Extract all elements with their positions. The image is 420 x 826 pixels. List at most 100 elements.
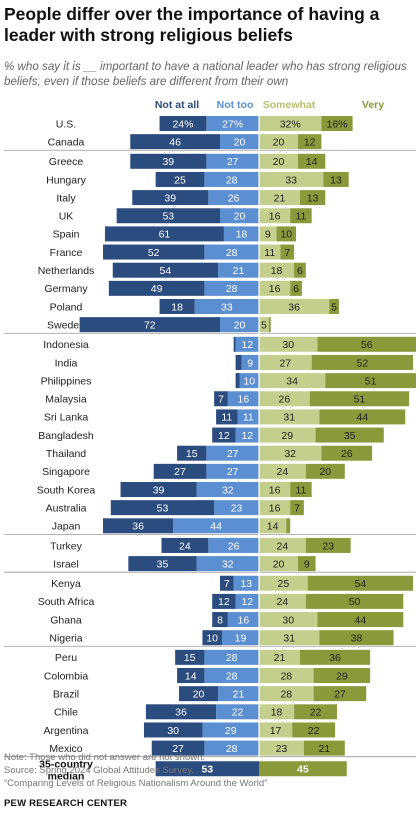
- bar-very-netherlands: [294, 262, 306, 278]
- bar-not-at-all-indonesia: [233, 336, 236, 352]
- value-not-too-argentina: 29: [225, 725, 237, 737]
- bar-not-at-all-south-africa: [212, 593, 236, 609]
- legend-somewhat: Somewhat: [263, 99, 316, 111]
- value-not-at-all-uk: 53: [162, 211, 174, 223]
- value-not-too-uk: 20: [234, 211, 246, 223]
- value-not-too-poland: 33: [221, 301, 233, 313]
- bar-not-at-all-japan: [103, 518, 174, 534]
- value-not-at-all-japan: 36: [132, 521, 144, 533]
- bar-not-too-south-korea: [196, 482, 259, 497]
- bar-somewhat-spain: [259, 226, 277, 242]
- value-not-too-japan: 44: [210, 521, 222, 533]
- bar-not-at-all-sri-lanka: [216, 409, 238, 425]
- country-label-argentina: Argentina: [44, 725, 89, 737]
- source-text: Source: Spring 2024 Global Attitudes Sur…: [4, 765, 194, 776]
- chart-subtitle: % who say it is __ important to have a n…: [4, 60, 407, 88]
- value-not-too-bangladesh: 12: [241, 430, 253, 442]
- value-not-too-kenya: 13: [240, 578, 252, 590]
- value-very-turkey: 23: [322, 540, 334, 552]
- value-somewhat-malaysia: 26: [279, 394, 291, 406]
- value-somewhat-turkey: 24: [277, 540, 289, 552]
- bar-not-at-all-italy: [132, 190, 209, 206]
- value-somewhat-australia: 16: [269, 502, 281, 514]
- bar-not-at-all-poland: [159, 299, 195, 314]
- bar-not-at-all-turkey: [161, 537, 209, 553]
- value-not-too-canada: 20: [234, 136, 246, 148]
- value-not-at-all-australia: 53: [157, 502, 169, 514]
- value-very-singapore: 20: [319, 466, 331, 478]
- country-label-sri-lanka: Sri Lanka: [44, 412, 89, 424]
- value-not-at-all-mexico: 27: [172, 743, 184, 755]
- value-somewhat-u-s: 32%: [280, 118, 301, 130]
- value-somewhat-mexico: 23: [276, 743, 288, 755]
- bar-very-france: [280, 244, 295, 260]
- bar-not-at-all-kenya: [220, 575, 234, 591]
- bar-very-canada: [298, 134, 322, 150]
- value-very-mexico: 21: [318, 743, 330, 755]
- value-not-too-u-s: 27%: [222, 118, 243, 130]
- value-somewhat-italy: 21: [274, 192, 286, 204]
- bar-very-poland: [329, 299, 339, 314]
- value-very-u-s: 16%: [326, 118, 347, 130]
- country-label-netherlands: Netherlands: [38, 265, 95, 277]
- country-label-philippines: Philippines: [41, 375, 92, 387]
- value-somewhat-south-africa: 24: [277, 596, 289, 608]
- value-very-peru: 36: [329, 652, 341, 664]
- bar-not-at-all-india: [235, 354, 242, 370]
- bar-somewhat-netherlands: [259, 262, 295, 278]
- bar-not-too-thailand: [206, 445, 259, 461]
- bar-not-at-all-bangladesh: [212, 427, 236, 443]
- bar-not-too-sri-lanka: [237, 409, 259, 425]
- bar-very-turkey: [305, 537, 351, 553]
- bar-very-south-africa: [305, 593, 404, 609]
- value-very-poland: 5: [331, 301, 337, 313]
- bar-not-too-argentina: [202, 722, 259, 738]
- bar-not-at-all-singapore: [153, 463, 207, 479]
- value-very-malaysia: 51: [354, 394, 366, 406]
- country-label-singapore: Singapore: [42, 466, 90, 478]
- value-somewhat-france: 11: [264, 247, 275, 259]
- bar-not-at-all-philippines: [235, 373, 240, 389]
- value-not-at-all-colombia: 14: [185, 670, 197, 682]
- bar-not-at-all-chile: [145, 704, 217, 720]
- value-not-too-france: 28: [226, 247, 238, 259]
- value-not-at-all-brazil: 20: [193, 688, 205, 700]
- bar-very-south-korea: [290, 482, 312, 497]
- value-somewhat-argentina: 17: [270, 725, 282, 737]
- bar-very-peru: [299, 649, 371, 665]
- value-not-too-south-korea: 32: [222, 484, 234, 496]
- bar-very-ghana: [317, 612, 404, 628]
- value-not-at-all-poland: 18: [171, 301, 183, 313]
- bar-not-too-u-s: [206, 116, 259, 131]
- value-very-india: 52: [357, 357, 369, 369]
- value-very-israel: 9: [304, 558, 310, 570]
- value-not-too-indonesia: 12: [241, 339, 253, 351]
- bar-somewhat-u-s: [259, 116, 322, 131]
- value-somewhat-uk: 16: [269, 211, 281, 223]
- value-very-bangladesh: 35: [344, 430, 356, 442]
- bar-not-too-mexico: [204, 740, 259, 756]
- bar-not-too-south-africa: [235, 593, 259, 609]
- country-label-peru: Peru: [55, 652, 77, 664]
- bar-not-at-all-france: [103, 244, 205, 260]
- country-label-germany: Germany: [44, 283, 88, 295]
- value-not-too-spain: 18: [236, 229, 248, 241]
- bar-somewhat-canada: [259, 134, 298, 150]
- value-not-at-all-turkey: 24: [179, 540, 191, 552]
- bar-somewhat-japan: [259, 518, 287, 534]
- bar-not-at-all-sweden: [79, 317, 220, 333]
- country-label-italy: Italy: [56, 192, 76, 204]
- bar-very-hungary: [323, 171, 349, 187]
- bar-somewhat-malaysia: [259, 391, 310, 407]
- value-median-important: 45: [297, 764, 309, 776]
- bar-not-at-all-israel: [128, 556, 197, 572]
- value-not-at-all-germany: 49: [151, 283, 163, 295]
- bar-very-germany: [290, 280, 302, 296]
- bar-very-sri-lanka: [319, 409, 406, 425]
- value-not-at-all-netherlands: 54: [160, 265, 172, 277]
- bar-not-at-all-brazil: [179, 686, 219, 702]
- value-not-at-all-kenya: 7: [224, 578, 230, 590]
- bar-not-too-canada: [220, 134, 259, 150]
- country-label-spain: Spain: [53, 229, 80, 241]
- value-very-brazil: 27: [334, 688, 346, 700]
